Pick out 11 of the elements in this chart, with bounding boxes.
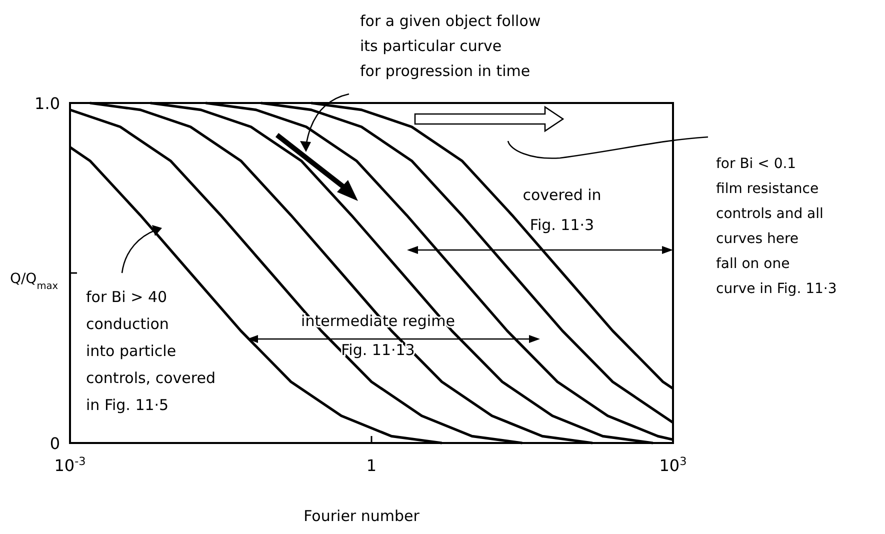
text: for a given object follow its particular curve for progression in time	[360, 12, 541, 80]
text: for Bi < 0.1 film resistance controls and all curves here fall on one curve in Fig. 11·3	[716, 156, 837, 297]
y-tick-label: 0	[50, 434, 60, 453]
annotation: for Bi > 40 conduction into particle controls, covered in Fig. 11·5	[86, 288, 216, 414]
x-tick-label: 10$^{3}$	[659, 454, 687, 475]
x-axis-title: Fourier number	[304, 507, 420, 525]
x-tick-label: 1	[366, 456, 377, 475]
x-tick-label: 10$^{-3}$	[54, 454, 86, 475]
y-tick-label: 1.0	[34, 94, 60, 113]
annotation: covered in Fig. 11·3	[522, 186, 602, 234]
y-axis-title: Q/Q$_{max}$	[10, 271, 58, 292]
